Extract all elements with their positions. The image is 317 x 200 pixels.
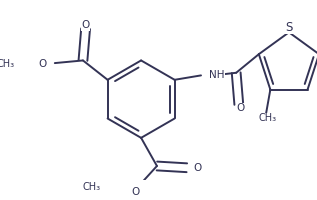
Text: CH₃: CH₃	[82, 182, 100, 192]
Text: O: O	[194, 163, 202, 173]
Text: CH₃: CH₃	[0, 59, 14, 69]
Text: O: O	[81, 20, 90, 30]
Text: O: O	[236, 103, 245, 113]
Text: NH: NH	[209, 70, 224, 80]
Text: O: O	[132, 187, 140, 197]
Text: S: S	[285, 21, 293, 34]
Text: O: O	[39, 59, 47, 69]
Text: CH₃: CH₃	[259, 113, 277, 123]
